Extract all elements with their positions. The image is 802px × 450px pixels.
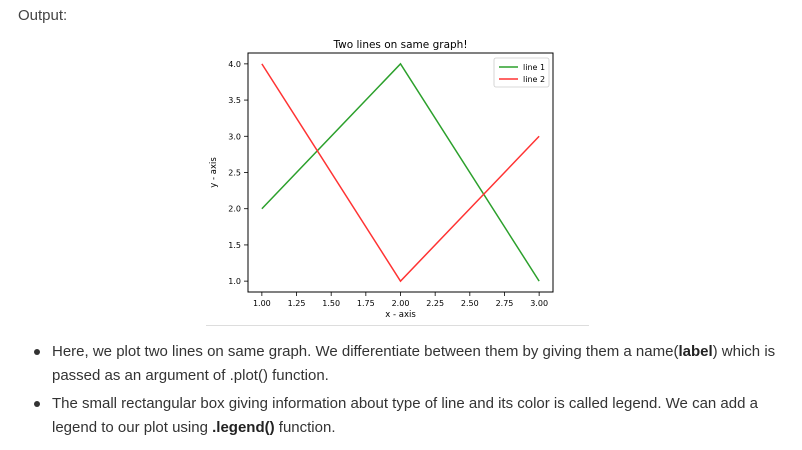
x-axis-label: x - axis — [385, 310, 416, 320]
series-line-1 — [261, 62, 540, 282]
x-tick-label: 1.25 — [288, 299, 306, 308]
line-chart-figure: 1.00 1.25 1.50 1.75 2.00 2.25 2.50 2.75 3.00 1.0 1… — [206, 36, 590, 328]
x-tick-label: 3.00 — [530, 299, 548, 308]
y-tick-label: 2.5 — [228, 169, 241, 178]
y-tick-label: 3.5 — [228, 96, 241, 105]
x-tick-label: 2.75 — [496, 299, 514, 308]
bullet-text: function. — [274, 419, 336, 436]
bullet-text: Here, we plot two lines on same graph. W… — [52, 343, 679, 360]
bullet-bold-text: .legend() — [212, 419, 275, 436]
x-tick-label: 1.50 — [322, 299, 340, 308]
bullet-list: Here, we plot two lines on same graph. W… — [32, 340, 782, 444]
y-tick-label: 3.0 — [228, 132, 241, 141]
bullet-text: ) which is passed as an argument of .plo… — [52, 343, 776, 384]
x-tick-label: 2.00 — [392, 299, 410, 308]
x-tick-label: 1.00 — [253, 299, 271, 308]
bullet-dot-icon — [34, 349, 40, 355]
bullet-bold-text: label — [678, 343, 713, 360]
chart-title: Two lines on same graph! — [332, 39, 467, 51]
line-chart: 1.00 1.25 1.50 1.75 2.00 2.25 2.50 2.75 3.00 1.0 1… — [209, 39, 554, 320]
series-line-2 — [261, 63, 540, 283]
x-tick-label: 1.75 — [357, 299, 375, 308]
y-tick-label: 1.0 — [228, 277, 241, 286]
bullet-item: The small rectangular box giving informa… — [32, 392, 782, 440]
y-tick-label: 2.0 — [228, 205, 241, 214]
legend-label-2: line 2 — [523, 75, 545, 84]
bullet-item: Here, we plot two lines on same graph. W… — [32, 340, 782, 388]
divider — [206, 325, 589, 326]
legend-label-1: line 1 — [523, 63, 545, 72]
bullet-text: The small rectangular box giving informa… — [52, 395, 758, 436]
y-axis-label: y - axis — [209, 157, 219, 188]
bullet-dot-icon — [34, 401, 40, 407]
x-tick-label: 2.50 — [461, 299, 479, 308]
y-tick-label: 4.0 — [228, 60, 241, 69]
output-label: Output: — [18, 7, 68, 24]
plot-frame — [247, 52, 554, 293]
x-tick-label: 2.25 — [426, 299, 444, 308]
y-tick-label: 1.5 — [228, 241, 241, 250]
